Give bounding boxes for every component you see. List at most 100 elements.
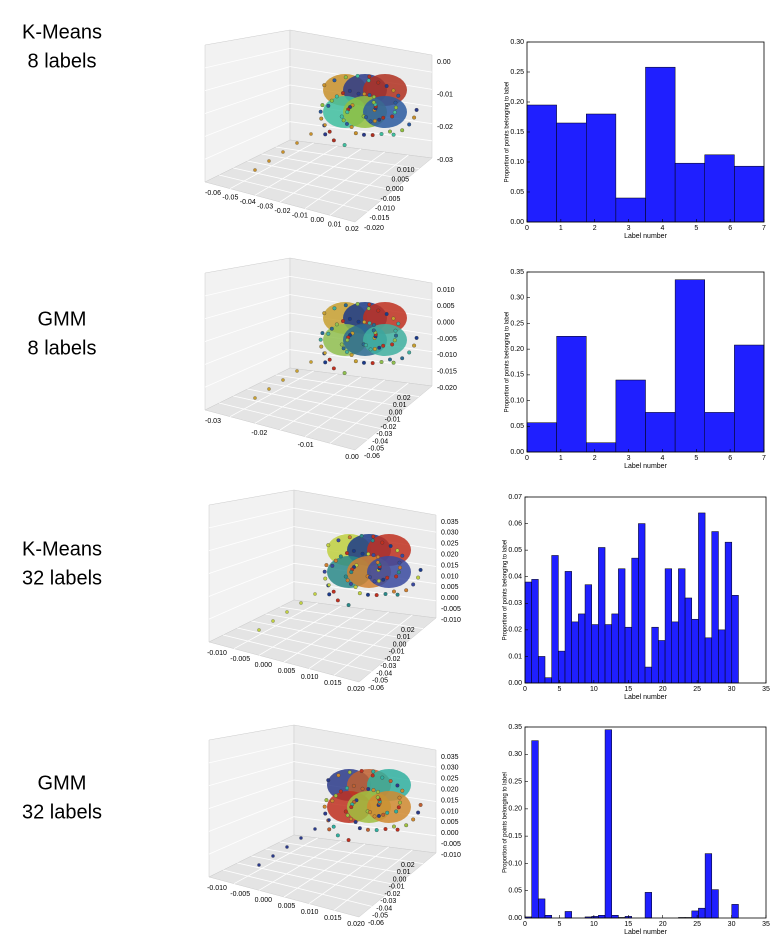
x-tick-label: 3 — [627, 225, 631, 232]
row-label: K-Means — [22, 538, 102, 560]
cloud-point — [323, 576, 328, 581]
x-tick-label: 2 — [593, 225, 597, 232]
bar — [711, 531, 719, 684]
y-tick-label: 0.07 — [508, 494, 522, 501]
z-tick-label: 0.025 — [441, 541, 459, 548]
cloud-point — [388, 357, 392, 362]
x-tick-label: -0.010 — [207, 650, 227, 657]
bar — [611, 613, 619, 684]
cloud-point — [371, 769, 376, 774]
x-tick-label: 4 — [660, 225, 664, 232]
pane-grid — [279, 841, 424, 865]
cloud-point — [345, 338, 350, 343]
cloud-point — [343, 303, 348, 308]
bar — [571, 621, 579, 684]
row-label: K-Means — [22, 21, 102, 43]
cloud-point — [407, 122, 412, 127]
cloud-point — [381, 343, 386, 348]
cloud-point — [347, 88, 352, 93]
y-tick-label: -0.02 — [381, 424, 397, 431]
pane-grid — [208, 761, 295, 787]
y-tick-label: 0.35 — [508, 724, 522, 731]
cloud-point — [366, 78, 371, 83]
cloud-point — [362, 320, 367, 324]
bar — [558, 650, 566, 684]
cloud-point — [322, 804, 327, 809]
y-tick-label: 0.01 — [508, 653, 522, 660]
cloud-point — [295, 369, 299, 373]
y-tick-label: 0.02 — [397, 395, 411, 402]
x-tick-label: 35 — [762, 921, 770, 928]
cloud-point — [396, 321, 401, 326]
cloud-point — [367, 302, 372, 307]
bar — [584, 584, 592, 684]
cloud-point — [372, 347, 377, 351]
cloud-point — [281, 150, 285, 154]
cloud-point — [398, 800, 402, 805]
pane-grid — [204, 349, 291, 388]
x-tick-label: 0.015 — [324, 915, 342, 922]
cloud-blob — [363, 324, 407, 356]
cloud-point — [372, 579, 377, 584]
cloud-point — [395, 592, 400, 597]
x-tick-label: 1 — [559, 455, 563, 462]
cloud-point — [309, 132, 313, 136]
bar — [604, 729, 612, 919]
cloud-point — [359, 769, 364, 773]
y-tick-label: 0.25 — [510, 320, 524, 327]
cloud-point — [370, 133, 375, 138]
bar — [556, 336, 587, 453]
cloud-point — [416, 810, 421, 815]
cloud-point — [375, 795, 380, 800]
x-tick-label: 6 — [728, 455, 732, 462]
x-axis-label: Label number — [624, 929, 667, 936]
cloud-point — [371, 100, 376, 105]
cloud-point — [345, 121, 349, 126]
cloud-point — [271, 619, 275, 623]
cloud-point — [355, 74, 360, 78]
cloud-point — [271, 854, 275, 858]
cloud-point — [281, 378, 285, 382]
bar — [591, 624, 599, 684]
z-tick-label: -0.010 — [441, 852, 461, 859]
y-tick-label: -0.06 — [368, 920, 384, 927]
pane-grid — [208, 581, 295, 620]
y-tick-label: 0.005 — [392, 177, 410, 184]
cloud-point — [329, 326, 334, 331]
x-tick-label: 15 — [624, 921, 632, 928]
cloud-point — [388, 779, 393, 783]
cloud-point — [331, 589, 336, 594]
cloud-point — [345, 578, 350, 583]
cloud-point — [391, 88, 396, 93]
bar — [564, 911, 572, 919]
bar — [678, 568, 686, 684]
cloud-point — [320, 103, 325, 108]
cloud-point — [327, 129, 332, 134]
pane-grid — [279, 606, 424, 630]
cloud-point — [381, 577, 386, 582]
z-tick-label: 0.010 — [437, 287, 455, 294]
z-tick-label: 0.035 — [441, 519, 459, 526]
cloud-point — [326, 103, 331, 108]
z-tick-label: 0.030 — [441, 530, 459, 537]
bar — [526, 422, 557, 453]
cloud-point — [367, 575, 372, 580]
cloud-point — [323, 123, 327, 127]
pane-grid — [204, 102, 291, 137]
cloud-point — [353, 585, 358, 589]
bar — [544, 915, 552, 919]
cloud-point — [320, 331, 325, 336]
x-tick-label: 3 — [627, 455, 631, 462]
bar — [731, 595, 739, 684]
cloud-point — [339, 342, 344, 347]
y-tick-label: 0.25 — [508, 778, 522, 785]
cloud-point — [385, 575, 390, 580]
bar — [615, 197, 646, 223]
cloud-point — [384, 312, 389, 316]
cloud-point — [345, 110, 350, 115]
row-label: 32 labels — [22, 801, 102, 823]
bar — [586, 442, 617, 453]
bar — [611, 915, 619, 919]
cloud-point — [349, 816, 353, 821]
cloud-point — [285, 610, 289, 614]
